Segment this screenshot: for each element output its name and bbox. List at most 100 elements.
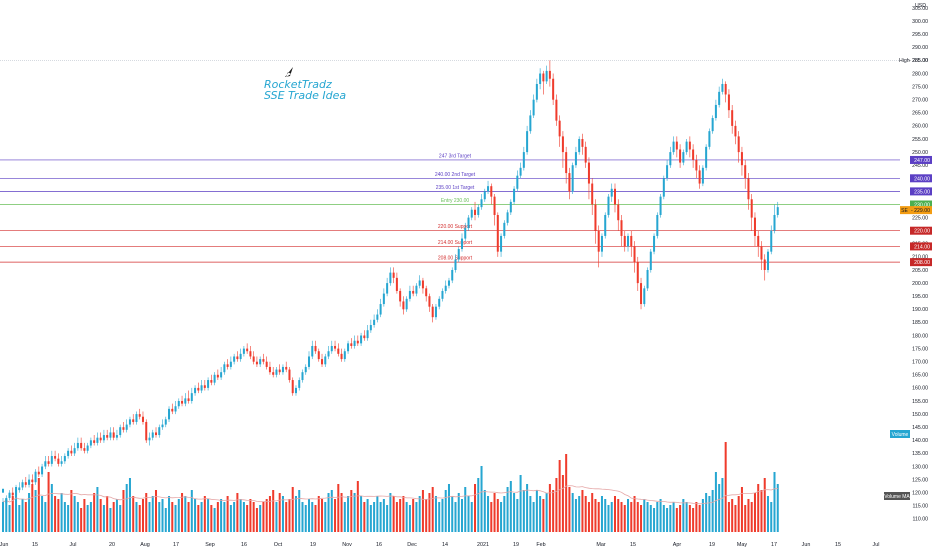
candle-body — [112, 432, 115, 438]
candle-body — [649, 251, 652, 270]
candle-body — [431, 306, 434, 318]
volume-bar — [112, 502, 115, 532]
candle-body — [119, 427, 122, 436]
time-tick-label: 16 — [376, 542, 382, 548]
volume-bar — [190, 490, 193, 532]
volume-bar — [649, 505, 652, 532]
volume-bar — [434, 496, 437, 532]
volume-bar — [44, 502, 47, 532]
candle-body — [128, 419, 131, 425]
candle-body — [190, 393, 193, 401]
candle-body — [109, 432, 112, 438]
volume-bar — [99, 499, 102, 532]
candle-body — [194, 387, 197, 394]
volume-bar — [255, 508, 258, 532]
price-tick-label: 125.00 — [912, 477, 928, 483]
volume-bar — [568, 487, 571, 532]
volume-bar — [145, 493, 148, 532]
volume-bar — [460, 499, 464, 532]
volume-bar — [207, 499, 210, 532]
candle-body — [405, 298, 408, 310]
volume-bar — [669, 505, 672, 532]
volume-bar — [467, 496, 470, 532]
price-tick-label: 130.00 — [912, 464, 928, 470]
volume-bar — [259, 505, 262, 532]
candle-body — [500, 235, 503, 252]
volume-bar — [379, 502, 382, 532]
candle-body — [659, 196, 662, 215]
candle-body — [770, 230, 773, 252]
volume-bar — [168, 496, 171, 532]
volume-bar — [353, 493, 356, 532]
candle-body — [412, 290, 415, 294]
volume-bars — [2, 442, 779, 532]
candle-body — [610, 188, 613, 197]
volume-bar — [321, 499, 324, 532]
time-tick-label: 17 — [771, 542, 777, 548]
volume-bar — [731, 499, 734, 532]
candle-body — [708, 131, 711, 147]
volume-bar — [675, 508, 678, 532]
candle-body — [529, 115, 532, 132]
candle-body — [679, 149, 682, 163]
volume-bar — [692, 508, 695, 532]
candle-body — [324, 356, 327, 365]
volume-bar — [135, 502, 138, 532]
volume-bar — [620, 502, 623, 532]
volume-bar — [154, 490, 158, 532]
volume-bar — [246, 505, 249, 532]
candle-body — [470, 209, 473, 218]
time-tick-label: 19 — [709, 542, 715, 548]
volume-bar — [627, 499, 630, 532]
volume-bar — [483, 490, 486, 532]
candle-body — [242, 348, 245, 354]
candle-body — [737, 136, 740, 153]
volume-bar — [330, 490, 333, 532]
price-tick-label: 110.00 — [913, 517, 929, 523]
volume-bar — [500, 502, 503, 532]
volume-bar — [597, 502, 600, 532]
volume-bar — [480, 466, 483, 532]
candle-body — [86, 445, 89, 451]
candle-body — [233, 356, 236, 362]
candle-body — [565, 152, 568, 174]
candle-body — [627, 235, 630, 247]
candle-body — [688, 141, 691, 150]
candle-body — [28, 479, 31, 485]
time-tick-label: Jul — [873, 542, 880, 548]
volume-bar — [701, 499, 704, 532]
candle-body — [220, 372, 223, 378]
volume-bar — [236, 493, 239, 532]
volume-bar — [584, 496, 587, 532]
volume-bar — [334, 499, 337, 532]
candle-body — [239, 353, 242, 360]
candle-body — [692, 149, 695, 160]
price-tick-label: 295.00 — [912, 32, 928, 38]
volume-bar — [395, 502, 398, 532]
price-tick-label: 290.00 — [912, 45, 928, 51]
volume-bar — [610, 502, 613, 532]
level-tag — [910, 258, 932, 267]
candle-body — [526, 131, 529, 153]
volume-bar — [132, 496, 135, 532]
candle-body — [67, 450, 70, 457]
time-tick-label: Jun — [0, 542, 8, 548]
candle-body — [200, 385, 203, 391]
candle-body — [418, 280, 421, 286]
candle-body — [734, 125, 737, 137]
volume-bar — [682, 499, 685, 532]
candle-body — [288, 369, 291, 381]
volume-bar — [119, 505, 122, 532]
volume-bar — [750, 502, 753, 532]
candle-body — [669, 152, 672, 166]
candle-body — [2, 488, 5, 493]
candle-body — [444, 285, 447, 291]
candle-body — [259, 359, 262, 365]
candle-body — [255, 361, 258, 365]
candle-body — [89, 440, 92, 446]
candle-body — [294, 387, 297, 394]
price-tick-label: 180.00 — [912, 333, 928, 339]
volume-bar — [757, 484, 760, 532]
volume-bar — [617, 499, 620, 532]
candle-body — [535, 83, 538, 100]
